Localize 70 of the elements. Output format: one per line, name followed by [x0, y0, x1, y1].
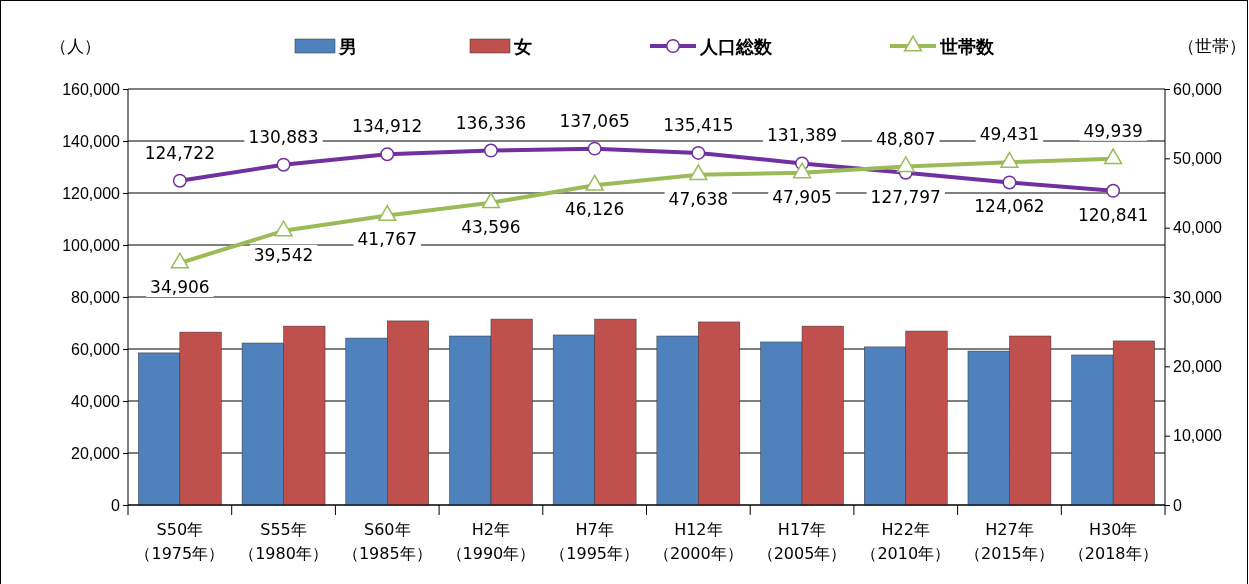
data-label: 124,722 — [144, 142, 216, 163]
data-label: 47,905 — [772, 186, 832, 207]
y2-tick-label: 40,000 — [1173, 219, 1223, 237]
data-label: 127,797 — [870, 186, 941, 207]
x-tick-label: S55年（1980年） — [239, 520, 328, 563]
legend-label: 世帯数 — [939, 36, 995, 57]
point — [1106, 183, 1121, 198]
point — [1000, 151, 1019, 168]
data-label: 124,062 — [974, 196, 1045, 217]
y-tick-label: 120,000 — [62, 184, 121, 202]
point — [378, 204, 397, 222]
y-tick-label: 100,000 — [62, 236, 121, 254]
data-label: 47,638 — [668, 188, 729, 209]
data-label: 48,807 — [876, 128, 936, 149]
data-label: 136,336 — [455, 112, 527, 133]
point — [1103, 148, 1123, 165]
data-label: 46,126 — [564, 199, 625, 220]
legend-label: 人口総数 — [699, 36, 773, 57]
data-label: 134,912 — [352, 116, 423, 137]
y2-tick-label: 50,000 — [1173, 149, 1223, 167]
x-tick-label: H27年（2015年） — [965, 520, 1054, 563]
y-tick-label: 60,000 — [71, 340, 121, 358]
point — [380, 147, 395, 162]
y2-axis-title: （世帯） — [1178, 36, 1246, 56]
data-label: 39,542 — [253, 244, 314, 265]
x-tick-label: H7年（1995年） — [550, 520, 640, 563]
x-tick-label: H12年（2000年） — [653, 520, 743, 563]
y-tick-label: 80,000 — [71, 288, 121, 306]
data-label: 137,065 — [559, 110, 630, 131]
legend-label: 男 — [338, 36, 357, 57]
x-tick-label: H22年（2010年） — [861, 520, 951, 563]
point — [276, 157, 291, 172]
data-label: 135,415 — [663, 114, 734, 135]
data-label: 49,431 — [979, 124, 1040, 145]
point — [689, 164, 708, 181]
data-label: 34,906 — [150, 276, 210, 297]
y-axis-title: （人） — [49, 36, 101, 56]
point — [896, 156, 915, 173]
point — [792, 162, 812, 179]
point — [481, 192, 501, 209]
y2-tick-label: 10,000 — [1173, 427, 1223, 445]
y2-tick-label: 20,000 — [1173, 357, 1223, 375]
x-tick-label: H2年（1990年） — [446, 520, 536, 563]
data-label: 130,883 — [248, 126, 319, 147]
x-tick-label: H17年（2005年） — [757, 520, 847, 563]
point — [1002, 175, 1017, 190]
point — [587, 141, 602, 156]
legend-label: 女 — [513, 36, 532, 57]
data-label: 41,767 — [357, 229, 417, 250]
point — [585, 174, 604, 191]
y-tick-label: 160,000 — [62, 80, 121, 98]
y-tick-label: 140,000 — [62, 132, 121, 150]
y2-tick-label: 60,000 — [1173, 80, 1223, 98]
point — [691, 145, 706, 160]
y-tick-label: 40,000 — [71, 392, 121, 410]
x-tick-label: S50年（1975年） — [135, 520, 225, 563]
data-label: 43,596 — [461, 216, 521, 237]
y2-tick-label: 0 — [1173, 496, 1182, 514]
point — [483, 143, 498, 158]
point — [274, 220, 293, 237]
x-tick-label: H30年（2018年） — [1068, 520, 1158, 563]
y-tick-label: 0 — [111, 496, 121, 514]
x-tick-label: S60年（1985年） — [342, 520, 432, 563]
data-label: 120,841 — [1077, 204, 1149, 225]
y-tick-label: 20,000 — [71, 444, 121, 462]
data-label: 49,939 — [1083, 120, 1143, 141]
data-label: 131,389 — [766, 125, 838, 146]
point — [170, 252, 190, 269]
point — [172, 173, 187, 188]
y2-tick-label: 30,000 — [1173, 288, 1223, 306]
